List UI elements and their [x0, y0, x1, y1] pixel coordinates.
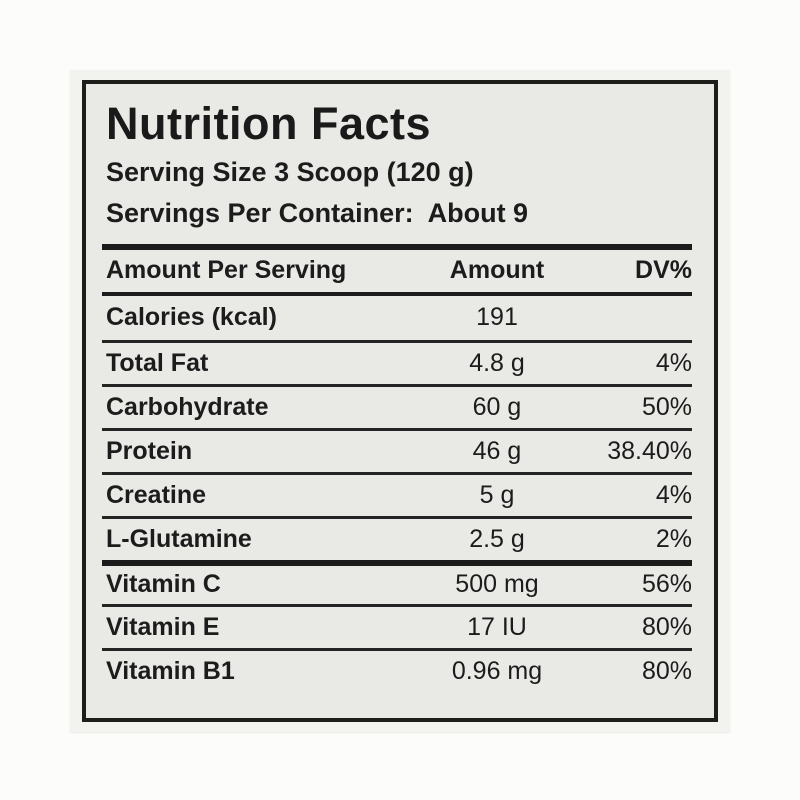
nutrition-label-panel: Nutrition Facts Serving Size 3 Scoop (12…	[82, 80, 718, 722]
table-row-calories: Calories (kcal) 191	[102, 296, 692, 340]
nutrient-name: Vitamin C	[106, 570, 221, 599]
nutrient-dv: 2%	[655, 524, 692, 553]
nutrient-amount: 191	[476, 303, 518, 332]
nutrient-name: Vitamin B1	[106, 656, 235, 685]
nutrient-amount: 500 mg	[455, 570, 539, 599]
table-row-vitamin-e: Vitamin E 17 IU 80%	[102, 603, 692, 648]
nutrition-label-sticker: Nutrition Facts Serving Size 3 Scoop (12…	[70, 70, 730, 732]
table-row-vitamin-c: Vitamin C 500 mg 56%	[102, 559, 692, 604]
nutrient-amount: 46 g	[472, 436, 522, 465]
nutrient-name: Creatine	[106, 480, 207, 509]
nutrient-name: Protein	[106, 436, 193, 465]
nutrient-dv: 80%	[641, 656, 692, 685]
header-amount: Amount	[449, 256, 545, 285]
nutrient-name: Total Fat	[106, 348, 209, 377]
top-divider	[102, 243, 692, 250]
nutrient-amount: 4.8 g	[469, 348, 525, 377]
table-row-total-fat: Total Fat 4.8 g 4%	[102, 339, 692, 384]
nutrient-name: Carbohydrate	[106, 392, 269, 421]
table-row-protein: Protein 46 g 38.40%	[102, 427, 692, 472]
table-header-row: Amount Per Serving Amount DV%	[102, 250, 692, 296]
nutrient-dv: 56%	[641, 570, 692, 599]
nutrition-table: Amount Per Serving Amount DV% Calories (…	[102, 250, 692, 692]
nutrient-amount: 2.5 g	[469, 524, 525, 553]
nutrient-dv: 4%	[655, 480, 692, 509]
nutrient-dv: 38.40%	[607, 436, 692, 465]
table-row-creatine: Creatine 5 g 4%	[102, 471, 692, 516]
table-row-vitamin-b1: Vitamin B1 0.96 mg 80%	[102, 647, 692, 692]
nutrient-amount: 0.96 mg	[451, 656, 543, 685]
nutrient-name: Calories (kcal)	[106, 303, 277, 332]
nutrient-name: Vitamin E	[106, 612, 220, 641]
nutrient-name: L-Glutamine	[106, 524, 252, 553]
nutrient-dv: 4%	[655, 348, 692, 377]
servings-per-container-text: Servings Per Container: About 9	[106, 197, 529, 228]
table-row-l-glutamine: L-Glutamine 2.5 g 2%	[102, 515, 692, 560]
serving-size-text: Serving Size 3 Scoop (120 g)	[106, 157, 474, 188]
nutrient-dv: 50%	[641, 392, 692, 421]
nutrient-amount: 17 IU	[467, 612, 527, 641]
header-dv: DV%	[635, 256, 692, 285]
nutrition-facts-title: Nutrition Facts	[106, 98, 432, 149]
nutrient-amount: 60 g	[472, 392, 522, 421]
nutrient-amount: 5 g	[479, 480, 515, 509]
header-amount-per-serving: Amount Per Serving	[106, 256, 347, 285]
nutrient-dv: 80%	[641, 612, 692, 641]
table-row-carbohydrate: Carbohydrate 60 g 50%	[102, 383, 692, 428]
